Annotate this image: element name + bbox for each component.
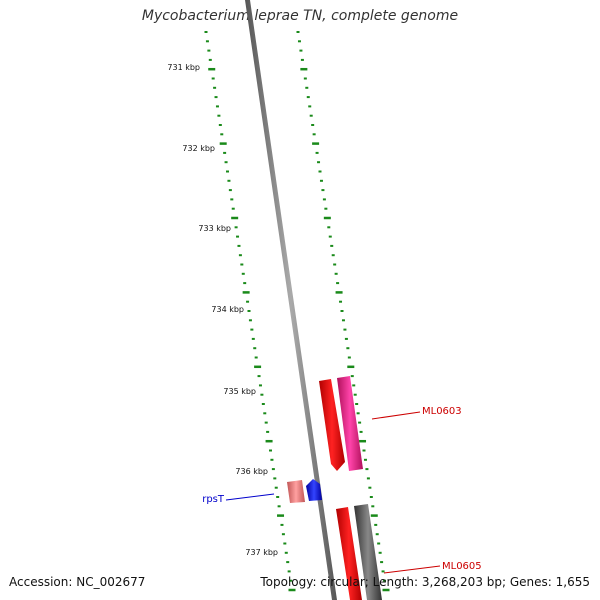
gene-label-ml0603: ML0603 <box>422 406 462 417</box>
genome-summary: Topology: circular; Length: 3,268,203 bp… <box>260 575 590 589</box>
kbp-label: 732 kbp <box>182 144 215 153</box>
accession-text: Accession: NC_002677 <box>9 575 146 589</box>
gene-gray <box>354 504 382 600</box>
map-title: Mycobacterium leprae TN, complete genome <box>141 8 459 24</box>
gene-label-rpst: rpsT <box>202 494 225 505</box>
genome-backbone <box>245 0 337 600</box>
gene-rpst-lightred <box>287 480 305 503</box>
kbp-label: 734 kbp <box>211 305 244 314</box>
label-leader-ml0603 <box>371 411 421 420</box>
kbp-label: 731 kbp <box>167 63 200 72</box>
gene-ml0605-red <box>336 507 362 600</box>
inner-tick-ring <box>204 31 296 592</box>
label-leader-rpst <box>225 493 275 501</box>
gene-blue-arrow <box>306 479 322 501</box>
gene-ml0603-pink <box>337 376 363 471</box>
kbp-label: 737 kbp <box>245 548 278 557</box>
kbp-label: 736 kbp <box>235 467 268 476</box>
gene-ml0603-red <box>319 379 345 471</box>
outer-tick-ring <box>296 31 390 592</box>
kbp-label: 735 kbp <box>223 387 256 396</box>
gene-label-ml0605: ML0605 <box>442 561 482 572</box>
label-leader-ml0605 <box>383 565 441 574</box>
kbp-label: 733 kbp <box>198 224 231 233</box>
